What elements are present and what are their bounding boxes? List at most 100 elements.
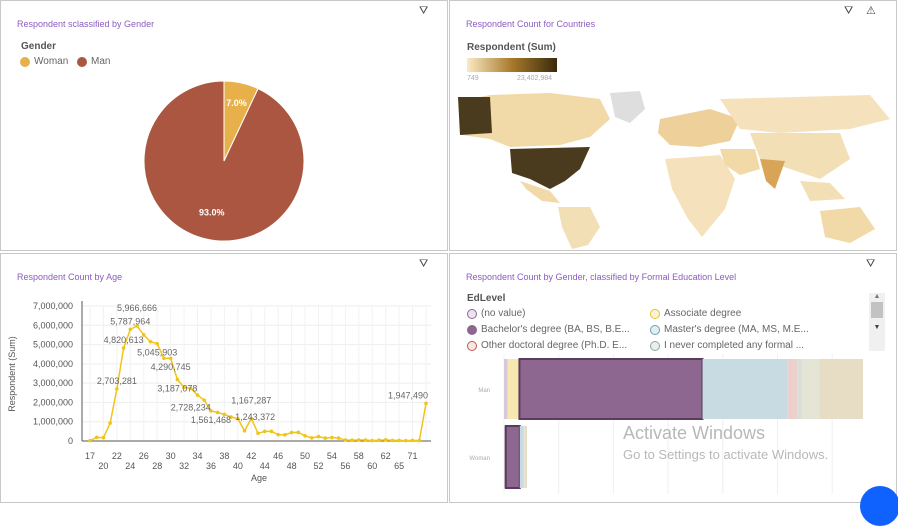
data-point[interactable]: [310, 436, 314, 440]
panel-title: Respondent Count for Countries: [466, 19, 595, 29]
watermark-subtitle: Go to Settings to activate Windows.: [623, 447, 828, 462]
bar-segment[interactable]: [819, 359, 863, 419]
bar-segment[interactable]: [506, 426, 520, 488]
bar-segment[interactable]: [797, 359, 802, 419]
data-point[interactable]: [276, 433, 280, 437]
x-tick-label: 34: [193, 451, 203, 461]
x-tick-label: 36: [206, 461, 216, 471]
x-tick-label: 28: [152, 461, 162, 471]
x-tick-label: 71: [408, 451, 418, 461]
bar-segment[interactable]: [504, 359, 508, 419]
data-label: 2,703,281: [97, 376, 137, 386]
data-label: 1,243,372: [235, 412, 275, 422]
map-india: [760, 159, 785, 189]
data-label: 1,167,287: [231, 395, 271, 405]
category-label: Man: [478, 388, 490, 394]
x-tick-label: 48: [287, 461, 297, 471]
y-tick-label: 4,000,000: [33, 359, 73, 369]
data-point[interactable]: [88, 439, 92, 443]
data-point[interactable]: [283, 433, 287, 437]
data-point[interactable]: [149, 340, 153, 344]
data-point[interactable]: [350, 438, 354, 442]
x-tick-label: 38: [219, 451, 229, 461]
data-label: 4,820,613: [104, 335, 144, 345]
data-label: 1,561,468: [191, 415, 231, 425]
data-point[interactable]: [256, 431, 260, 435]
scale-max-label: 23,402,984: [517, 75, 552, 82]
data-point[interactable]: [344, 438, 348, 442]
data-point[interactable]: [411, 439, 415, 443]
x-tick-label: 52: [313, 461, 323, 471]
x-tick-label: 58: [354, 451, 364, 461]
data-point[interactable]: [108, 421, 112, 425]
x-tick-label: 46: [273, 451, 283, 461]
data-point[interactable]: [424, 402, 428, 406]
bar-segment[interactable]: [520, 426, 524, 488]
data-point[interactable]: [243, 429, 247, 433]
data-point[interactable]: [303, 434, 307, 438]
data-point[interactable]: [323, 436, 327, 440]
data-point[interactable]: [317, 435, 321, 439]
world-map[interactable]: [450, 89, 896, 249]
data-point[interactable]: [176, 378, 180, 382]
data-point[interactable]: [115, 387, 119, 391]
data-point[interactable]: [129, 328, 133, 332]
map-se-asia: [800, 181, 845, 201]
bar-segment[interactable]: [802, 359, 819, 419]
data-point[interactable]: [357, 438, 361, 442]
x-tick-label: 24: [125, 461, 135, 471]
data-point[interactable]: [297, 431, 301, 435]
data-point[interactable]: [370, 439, 374, 443]
data-point[interactable]: [270, 430, 274, 434]
x-tick-label: 65: [394, 461, 404, 471]
data-point[interactable]: [95, 436, 99, 440]
data-point[interactable]: [337, 436, 341, 440]
bar-segment[interactable]: [508, 359, 520, 419]
data-point[interactable]: [155, 342, 159, 346]
data-point[interactable]: [122, 346, 126, 350]
data-point[interactable]: [290, 431, 294, 435]
x-tick-label: 44: [260, 461, 270, 471]
bar-segment[interactable]: [787, 359, 797, 419]
map-russia: [720, 95, 890, 133]
x-tick-label: 62: [381, 451, 391, 461]
data-point[interactable]: [263, 430, 267, 434]
data-point[interactable]: [202, 398, 206, 402]
bar-segment[interactable]: [519, 359, 702, 419]
line-chart: 01,000,0002,000,0003,000,0004,000,0005,0…: [1, 254, 447, 502]
bar-segment[interactable]: [525, 426, 527, 488]
legend-title: Respondent (Sum): [467, 42, 556, 53]
chat-icon[interactable]: [860, 486, 898, 526]
bar-segment[interactable]: [703, 359, 788, 419]
data-point[interactable]: [102, 436, 106, 440]
category-label: Woman: [469, 456, 490, 462]
data-point[interactable]: [397, 439, 401, 443]
x-tick-label: 54: [327, 451, 337, 461]
warning-icon[interactable]: ⚠: [866, 4, 876, 17]
map-africa: [665, 155, 735, 237]
watermark-title: Activate Windows: [623, 423, 765, 444]
data-label: 3,187,078: [157, 384, 197, 394]
map-south-america: [558, 207, 600, 249]
data-point[interactable]: [404, 439, 408, 443]
x-tick-label: 26: [139, 451, 149, 461]
edu-panel: Respondent Count by Gender, classified b…: [449, 253, 897, 503]
filter-icon[interactable]: ⛛: [844, 5, 853, 18]
data-label: 5,045,903: [137, 348, 177, 358]
map-europe: [658, 109, 740, 147]
data-point[interactable]: [364, 438, 368, 442]
data-point[interactable]: [417, 439, 421, 443]
data-point[interactable]: [384, 438, 388, 442]
x-tick-label: 22: [112, 451, 122, 461]
y-tick-label: 1,000,000: [33, 417, 73, 427]
y-tick-label: 6,000,000: [33, 320, 73, 330]
data-point[interactable]: [216, 411, 220, 415]
y-tick-label: 5,000,000: [33, 340, 73, 350]
x-tick-label: 60: [367, 461, 377, 471]
data-point[interactable]: [196, 393, 200, 397]
data-point[interactable]: [330, 436, 334, 440]
data-point[interactable]: [391, 439, 395, 443]
data-point[interactable]: [377, 438, 381, 442]
data-label: 2,728,234: [171, 402, 211, 412]
y-tick-label: 3,000,000: [33, 378, 73, 388]
